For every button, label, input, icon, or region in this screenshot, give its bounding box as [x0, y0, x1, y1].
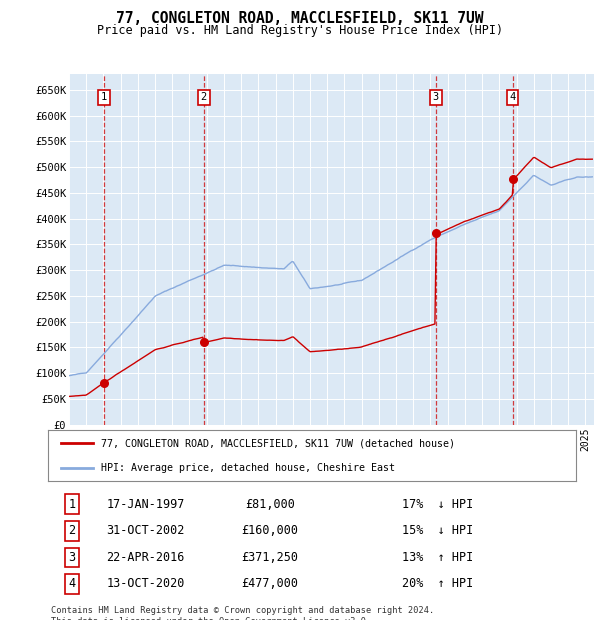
Text: 20%  ↑ HPI: 20% ↑ HPI — [402, 577, 473, 590]
Text: 77, CONGLETON ROAD, MACCLESFIELD, SK11 7UW (detached house): 77, CONGLETON ROAD, MACCLESFIELD, SK11 7… — [101, 438, 455, 448]
Text: HPI: Average price, detached house, Cheshire East: HPI: Average price, detached house, Ches… — [101, 463, 395, 473]
Text: 13-OCT-2020: 13-OCT-2020 — [106, 577, 185, 590]
Text: 2: 2 — [200, 92, 207, 102]
Text: 77, CONGLETON ROAD, MACCLESFIELD, SK11 7UW: 77, CONGLETON ROAD, MACCLESFIELD, SK11 7… — [116, 11, 484, 26]
Text: Price paid vs. HM Land Registry's House Price Index (HPI): Price paid vs. HM Land Registry's House … — [97, 24, 503, 37]
Text: 17-JAN-1997: 17-JAN-1997 — [106, 498, 185, 511]
Text: 1: 1 — [101, 92, 107, 102]
Text: 31-OCT-2002: 31-OCT-2002 — [106, 525, 185, 538]
Text: 15%  ↓ HPI: 15% ↓ HPI — [402, 525, 473, 538]
Text: 2: 2 — [68, 525, 76, 538]
Text: 3: 3 — [433, 92, 439, 102]
Text: £371,250: £371,250 — [241, 551, 298, 564]
Text: £81,000: £81,000 — [245, 498, 295, 511]
Text: £477,000: £477,000 — [241, 577, 298, 590]
Text: 13%  ↑ HPI: 13% ↑ HPI — [402, 551, 473, 564]
Text: £160,000: £160,000 — [241, 525, 298, 538]
Text: 4: 4 — [509, 92, 516, 102]
Text: 17%  ↓ HPI: 17% ↓ HPI — [402, 498, 473, 511]
Text: Contains HM Land Registry data © Crown copyright and database right 2024.
This d: Contains HM Land Registry data © Crown c… — [51, 606, 434, 620]
Text: 3: 3 — [68, 551, 76, 564]
Text: 4: 4 — [68, 577, 76, 590]
Text: 22-APR-2016: 22-APR-2016 — [106, 551, 185, 564]
Text: 1: 1 — [68, 498, 76, 511]
